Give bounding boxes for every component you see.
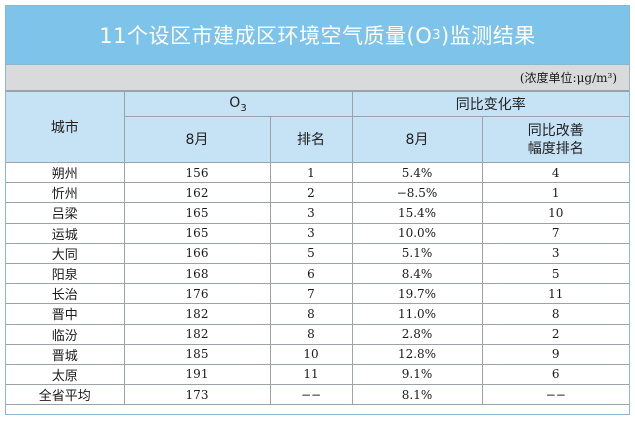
table-row: 阳泉 168 6 8.4% 5 xyxy=(6,262,629,285)
cell-o3-value: 166 xyxy=(123,242,271,264)
cell-city: 阳泉 xyxy=(6,262,125,285)
cell-city: 吕梁 xyxy=(6,202,125,224)
cell-city: 运城 xyxy=(6,222,125,244)
average-cell-yoy: 8.1% xyxy=(351,384,483,406)
cell-improve-rank: 3 xyxy=(481,242,629,264)
cell-o3-value: 156 xyxy=(123,161,271,184)
table-row: 晋中 182 8 11.0% 8 xyxy=(6,303,629,325)
cell-rank: 8 xyxy=(269,303,353,325)
cell-improve-rank: 1 xyxy=(481,182,629,204)
cell-improve-rank: 2 xyxy=(481,323,629,345)
cell-rank: 2 xyxy=(269,182,353,204)
table-row: 长治 176 7 19.7% 11 xyxy=(6,283,629,305)
cell-yoy: 15.4% xyxy=(351,202,483,224)
cell-o3-value: 162 xyxy=(123,182,271,204)
cell-rank: 10 xyxy=(269,343,353,365)
cell-yoy: 2.8% xyxy=(351,323,483,345)
report-frame: 11个设区市建成区环境空气质量(O 3)监测结果 (浓度单位:μg/m³) 城市 … xyxy=(5,5,630,415)
cell-rank: 3 xyxy=(269,202,353,224)
header-city: 城市 xyxy=(6,91,125,163)
cell-rank: 6 xyxy=(269,262,353,285)
cell-rank: 8 xyxy=(269,323,353,345)
header-yoy-group: 同比变化率 xyxy=(351,91,629,117)
cell-yoy: 9.1% xyxy=(351,363,483,386)
average-cell-city: 全省平均 xyxy=(6,384,125,406)
cell-improve-rank: 4 xyxy=(481,161,629,184)
average-cell-o3-value: 173 xyxy=(123,384,271,406)
cell-rank: 3 xyxy=(269,222,353,244)
table-row: 运城 165 3 10.0% 7 xyxy=(6,222,629,244)
header-yoy-month: 8月 xyxy=(351,116,483,163)
cell-yoy: 8.4% xyxy=(351,262,483,285)
cell-o3-value: 185 xyxy=(123,343,271,365)
table-row: 太原 191 11 9.1% 6 xyxy=(6,363,629,386)
title-subscript: 3 xyxy=(432,27,442,43)
table-row: 晋城 185 10 12.8% 9 xyxy=(6,343,629,365)
table-row: 忻州 162 2 −8.5% 1 xyxy=(6,182,629,204)
table-body: 朔州 156 1 5.4% 4 忻州 162 2 −8.5% 1 吕梁 165 3 15.4% 10 运城 16… xyxy=(6,161,629,406)
cell-improve-rank: 10 xyxy=(481,202,629,224)
average-row: 全省平均 173 −− 8.1% −− xyxy=(6,384,629,406)
cell-city: 朔州 xyxy=(6,161,125,184)
header-improve-rank: 同比改善 幅度排名 xyxy=(481,116,629,163)
cell-city: 临汾 xyxy=(6,323,125,345)
cell-o3-value: 191 xyxy=(123,363,271,386)
cell-city: 忻州 xyxy=(6,182,125,204)
header-o3-text: O xyxy=(229,94,241,111)
cell-o3-value: 168 xyxy=(123,262,271,285)
cell-city: 长治 xyxy=(6,283,125,305)
cell-yoy: 5.4% xyxy=(351,161,483,184)
cell-rank: 11 xyxy=(269,363,353,386)
header-month: 8月 xyxy=(124,116,271,163)
cell-improve-rank: 9 xyxy=(481,343,629,365)
header-row-1: 城市 O3 同比变化率 xyxy=(6,91,629,163)
cell-yoy: 19.7% xyxy=(351,283,483,305)
cell-improve-rank: 7 xyxy=(481,222,629,244)
table-row: 大同 166 5 5.1% 3 xyxy=(6,242,629,264)
ozone-table: 城市 O3 同比变化率 8月 排名 8月 同比改善 幅度排名 朔州 156 1 5.4… xyxy=(6,91,629,406)
cell-o3-value: 182 xyxy=(123,323,271,345)
cell-rank: 5 xyxy=(269,242,353,264)
unit-note-row: (浓度单位:μg/m³) xyxy=(6,65,629,91)
title-suffix: )监测结果 xyxy=(441,24,536,48)
header-o3-group: O3 xyxy=(123,91,353,117)
cell-yoy: 5.1% xyxy=(351,242,483,264)
cell-yoy: 10.0% xyxy=(351,222,483,244)
cell-city: 太原 xyxy=(6,363,125,386)
cell-yoy: 11.0% xyxy=(351,303,483,325)
table-row: 临汾 182 8 2.8% 2 xyxy=(6,323,629,345)
cell-city: 晋中 xyxy=(6,303,125,325)
cell-o3-value: 165 xyxy=(123,222,271,244)
cell-city: 晋城 xyxy=(6,343,125,365)
cell-yoy: 12.8% xyxy=(351,343,483,365)
table-row: 朔州 156 1 5.4% 4 xyxy=(6,161,629,184)
average-cell-improve-rank: −− xyxy=(481,384,629,406)
cell-city: 大同 xyxy=(6,242,125,264)
cell-o3-value: 165 xyxy=(123,202,271,224)
table-row: 吕梁 165 3 15.4% 10 xyxy=(6,202,629,224)
cell-o3-value: 176 xyxy=(123,283,271,305)
header-o3-subscript: 3 xyxy=(240,102,247,114)
cell-improve-rank: 5 xyxy=(481,262,629,285)
cell-o3-value: 182 xyxy=(123,303,271,325)
table-title: 11个设区市建成区环境空气质量(O 3)监测结果 xyxy=(6,6,629,65)
cell-yoy: −8.5% xyxy=(351,182,483,204)
header-rank: 排名 xyxy=(269,116,353,163)
cell-rank: 7 xyxy=(269,283,353,305)
title-prefix: 11个设区市建成区环境空气质量(O xyxy=(99,24,433,48)
cell-rank: 1 xyxy=(269,161,353,184)
cell-improve-rank: 11 xyxy=(481,283,629,305)
cell-improve-rank: 6 xyxy=(481,363,629,386)
average-cell-rank: −− xyxy=(269,384,353,406)
unit-note: (浓度单位:μg/m³) xyxy=(519,71,617,85)
cell-improve-rank: 8 xyxy=(481,303,629,325)
